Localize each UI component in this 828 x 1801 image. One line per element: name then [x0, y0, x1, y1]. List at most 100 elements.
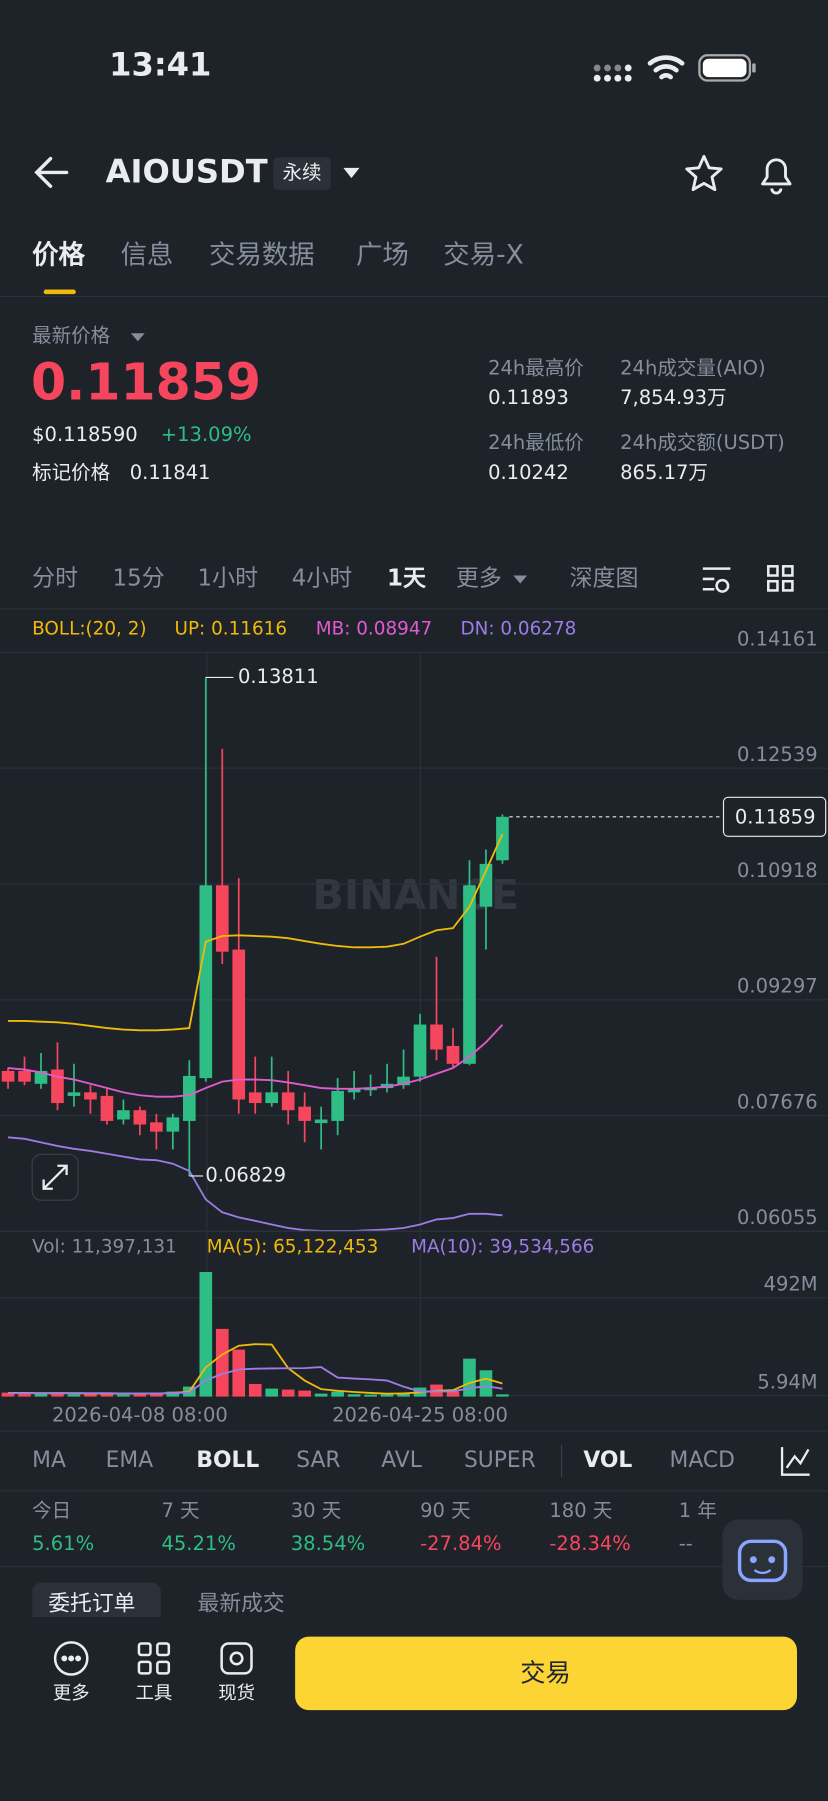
volume-bar — [331, 1391, 344, 1397]
stat-label: 24h最高价 — [488, 356, 584, 379]
period-change: -27.84% — [420, 1532, 501, 1555]
candle-body — [265, 1092, 279, 1104]
more-dropdown[interactable] — [513, 575, 528, 584]
y-tick-label: 0.09297 — [737, 975, 818, 998]
indicator-tab[interactable]: SAR — [296, 1448, 340, 1473]
y-tick-label: 0.12539 — [737, 743, 818, 766]
candle-body — [248, 1092, 262, 1104]
last-price: 0.11859 — [31, 353, 261, 412]
volume-bar — [166, 1391, 180, 1397]
symbol[interactable]: AIOUSDT — [106, 153, 268, 191]
period-label: 1 年 — [679, 1499, 717, 1522]
candle-body — [166, 1117, 180, 1132]
indicator-tab[interactable]: SUPER — [464, 1448, 536, 1473]
volume-bar — [463, 1358, 476, 1397]
period-label: 180 天 — [549, 1499, 612, 1522]
trade-button[interactable] — [295, 1636, 797, 1711]
period-label: 今日 — [32, 1499, 71, 1522]
stat-label: 24h成交量(AIO) — [620, 356, 765, 379]
nav-icons — [53, 1641, 253, 1676]
candle-body — [430, 1024, 443, 1050]
candle-body — [84, 1092, 97, 1100]
back-button[interactable] — [34, 156, 69, 188]
period-label: 30 天 — [291, 1499, 342, 1522]
x-tick-label: 2026-04-08 08:00 — [52, 1404, 228, 1427]
volume-bar — [265, 1388, 279, 1397]
wifi-icon — [647, 55, 685, 80]
tab[interactable]: 价格 — [32, 240, 85, 271]
contract-tag: 永续 — [283, 161, 322, 184]
indicator-settings[interactable] — [780, 1447, 810, 1476]
stat-label: 24h最低价 — [488, 431, 584, 454]
candle-body — [463, 885, 476, 1064]
volume-bar — [67, 1394, 81, 1397]
layout-icon[interactable] — [767, 565, 794, 592]
alert-button[interactable] — [761, 158, 792, 195]
chart-settings-icon[interactable] — [702, 567, 731, 593]
period-label: 90 天 — [420, 1499, 471, 1522]
candle-body — [232, 949, 246, 1100]
candle-body — [100, 1095, 114, 1121]
candle-body — [67, 1092, 81, 1096]
nav-label[interactable]: 更多 — [53, 1683, 90, 1704]
clock: 13:41 — [109, 46, 211, 84]
interval[interactable]: 深度图 — [570, 565, 639, 591]
period-change: -28.34% — [549, 1532, 630, 1555]
mark-price-label: 标记价格 — [32, 461, 111, 484]
expand-button[interactable] — [31, 1153, 79, 1201]
usd-price: $0.118590 — [32, 423, 138, 446]
nav-label[interactable]: 现货 — [218, 1683, 255, 1704]
candle-body — [117, 1110, 130, 1120]
nav-label[interactable]: 工具 — [136, 1683, 173, 1704]
indicator-tab[interactable]: MACD — [670, 1448, 735, 1473]
volume-tick-label: 5.94M — [757, 1370, 817, 1393]
candle-body — [18, 1070, 31, 1082]
volume-bar — [18, 1393, 31, 1397]
candle-body — [51, 1069, 64, 1104]
order-tab[interactable]: 委托订单 — [48, 1591, 135, 1616]
interval[interactable]: 分时 — [32, 565, 78, 591]
volume-legend: MA(10): 39,534,566 — [411, 1236, 594, 1257]
boll-line — [7, 1136, 503, 1232]
candle-body — [314, 1119, 328, 1124]
symbol-dropdown[interactable] — [343, 167, 360, 179]
period-change: 5.61% — [32, 1532, 94, 1555]
stat-value: 0.11893 — [488, 386, 569, 409]
tab[interactable]: 广场 — [356, 240, 409, 271]
trade-button-label[interactable]: 交易 — [520, 1659, 571, 1688]
candle-body — [298, 1106, 311, 1121]
y-tick-label: 0.06055 — [737, 1206, 818, 1229]
tab[interactable]: 交易-X — [443, 240, 523, 271]
volume-bar — [117, 1394, 130, 1397]
tab[interactable]: 交易数据 — [209, 240, 315, 271]
stat-value: 7,854.93万 — [620, 386, 726, 409]
indicator-tab[interactable]: VOL — [583, 1448, 632, 1473]
interval[interactable]: 1小时 — [198, 565, 259, 591]
interval[interactable]: 更多 — [456, 565, 502, 591]
tab[interactable]: 信息 — [121, 240, 174, 271]
volume-bar — [232, 1349, 246, 1397]
volume-bar — [248, 1383, 262, 1397]
indicator-tab[interactable]: AVL — [381, 1448, 422, 1473]
indicator-tab[interactable]: BOLL — [196, 1448, 259, 1473]
ai-assistant[interactable] — [722, 1519, 803, 1600]
interval[interactable]: 15分 — [113, 565, 165, 591]
price-label: 最新价格 — [32, 324, 111, 347]
indicator-legend: BOLL:(20, 2) — [32, 618, 146, 639]
candle-body — [397, 1076, 410, 1086]
indicator-tab[interactable]: MA — [32, 1448, 66, 1473]
indicator-tab[interactable]: EMA — [106, 1448, 154, 1473]
interval[interactable]: 4小时 — [292, 565, 353, 591]
mark-price: 0.11841 — [130, 461, 211, 484]
favorite-button[interactable] — [685, 154, 723, 192]
volume-bar — [446, 1391, 460, 1397]
signal-icon — [593, 64, 632, 82]
price-dropdown[interactable] — [130, 333, 145, 342]
order-tab[interactable]: 最新成交 — [198, 1591, 285, 1616]
battery-icon — [698, 54, 756, 82]
volume-bar — [34, 1392, 48, 1397]
volume-bar — [397, 1392, 410, 1397]
interval[interactable]: 1天 — [387, 565, 426, 591]
candle-body — [413, 1024, 427, 1077]
high-label: 0.13811 — [238, 665, 319, 688]
